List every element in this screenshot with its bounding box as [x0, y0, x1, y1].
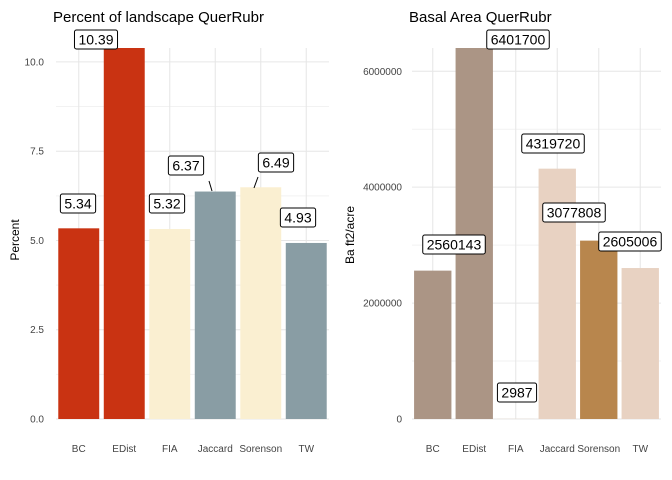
percent-landscape-panel: Percent of landscape QuerRubr Percent 0.…	[8, 9, 329, 455]
x-tick-label: TW	[298, 444, 314, 455]
data-label: 2605006	[598, 231, 662, 252]
y-tick-label: 4000000	[363, 183, 402, 194]
y-tick-label: 10.0	[25, 57, 45, 68]
x-tick-label: FIA	[162, 444, 178, 455]
x-tick-label: BC	[72, 444, 86, 455]
label-leader-line	[208, 180, 213, 192]
data-label-box	[279, 207, 317, 228]
bar-edist	[455, 48, 493, 419]
y-tick-labels: 0 2000000 4000000 6000000	[363, 67, 402, 426]
data-labels: 5.34 10.39 5.32 6.37 6.49 4.93	[59, 29, 317, 228]
x-tick-label: Jaccard	[198, 444, 233, 455]
data-label: 6401700	[486, 29, 550, 50]
bar-tw	[621, 268, 659, 419]
data-label-box	[542, 202, 606, 223]
x-tick-label: BC	[426, 444, 440, 455]
label-leader-line	[253, 176, 259, 189]
y-tick-label: 0.0	[30, 415, 44, 426]
x-tick-label: Jaccard	[540, 444, 575, 455]
bars	[58, 48, 327, 419]
bar-bc	[58, 228, 100, 419]
x-tick-labels: BC EDist FIA Jaccard Sorenson TW	[426, 444, 649, 455]
data-label-box	[496, 382, 538, 403]
y-tick-label: 0	[396, 415, 402, 426]
x-tick-label: Sorenson	[577, 444, 620, 455]
data-label-box	[257, 152, 295, 173]
data-label: 5.32	[148, 193, 186, 214]
y-axis-label: Ba ft2/acre	[343, 206, 357, 264]
data-label-text: 2987	[501, 385, 532, 401]
bar-bc	[414, 270, 452, 419]
chart-title: Percent of landscape QuerRubr	[53, 9, 264, 26]
data-label-text: 6.37	[172, 158, 199, 174]
data-label-text: 5.32	[153, 196, 180, 212]
data-label: 5.34	[59, 193, 97, 214]
data-label: 10.39	[73, 29, 119, 50]
bar-edist	[103, 48, 145, 419]
x-tick-label: FIA	[508, 444, 524, 455]
data-label-text: 6401700	[491, 32, 546, 48]
y-tick-label: 7.5	[30, 147, 44, 158]
bar-jaccard	[194, 191, 236, 419]
data-label: 4319720	[521, 133, 585, 154]
bar-fia	[149, 229, 191, 419]
data-label-box	[73, 29, 119, 50]
data-label-text: 2605006	[603, 234, 658, 250]
data-label-box	[59, 193, 97, 214]
data-label-box	[521, 133, 585, 154]
data-label-text: 3077808	[547, 205, 602, 221]
bar-tw	[285, 242, 327, 419]
x-tick-label: EDist	[112, 444, 136, 455]
data-label: 2560143	[422, 234, 486, 255]
x-tick-label: TW	[632, 444, 648, 455]
data-label-box	[167, 155, 205, 176]
bars	[414, 48, 659, 419]
data-label-text: 5.34	[64, 196, 91, 212]
chart-title: Basal Area QuerRubr	[409, 9, 552, 26]
data-label: 4.93	[279, 207, 317, 228]
y-tick-label: 2.5	[30, 325, 44, 336]
bar-sorenson	[580, 240, 618, 419]
data-label-text: 4319720	[526, 136, 581, 152]
basal-area-panel: Basal Area QuerRubr Ba ft2/acre 0 2000000…	[343, 9, 662, 455]
y-tick-label: 2000000	[363, 299, 402, 310]
bar-sorenson	[240, 187, 282, 419]
y-tick-label: 6000000	[363, 67, 402, 78]
data-label-text: 6.49	[262, 155, 289, 171]
y-tick-label: 5.0	[30, 236, 44, 247]
data-label-box	[486, 29, 550, 50]
data-label: 6.49	[257, 152, 295, 173]
data-label: 6.37	[167, 155, 205, 176]
x-tick-label: Sorenson	[239, 444, 282, 455]
data-label: 2987	[496, 382, 538, 403]
data-label-text: 2560143	[427, 237, 482, 253]
data-label-box	[598, 231, 662, 252]
x-tick-label: EDist	[462, 444, 486, 455]
y-axis-label: Percent	[8, 219, 22, 261]
data-label: 3077808	[542, 202, 606, 223]
data-label-text: 4.93	[284, 210, 311, 226]
data-label-box	[422, 234, 486, 255]
y-tick-labels: 0.0 2.5 5.0 7.5 10.0	[25, 57, 45, 425]
x-tick-labels: BC EDist FIA Jaccard Sorenson TW	[72, 444, 315, 455]
data-label-box	[148, 193, 186, 214]
data-label-text: 10.39	[78, 32, 113, 48]
